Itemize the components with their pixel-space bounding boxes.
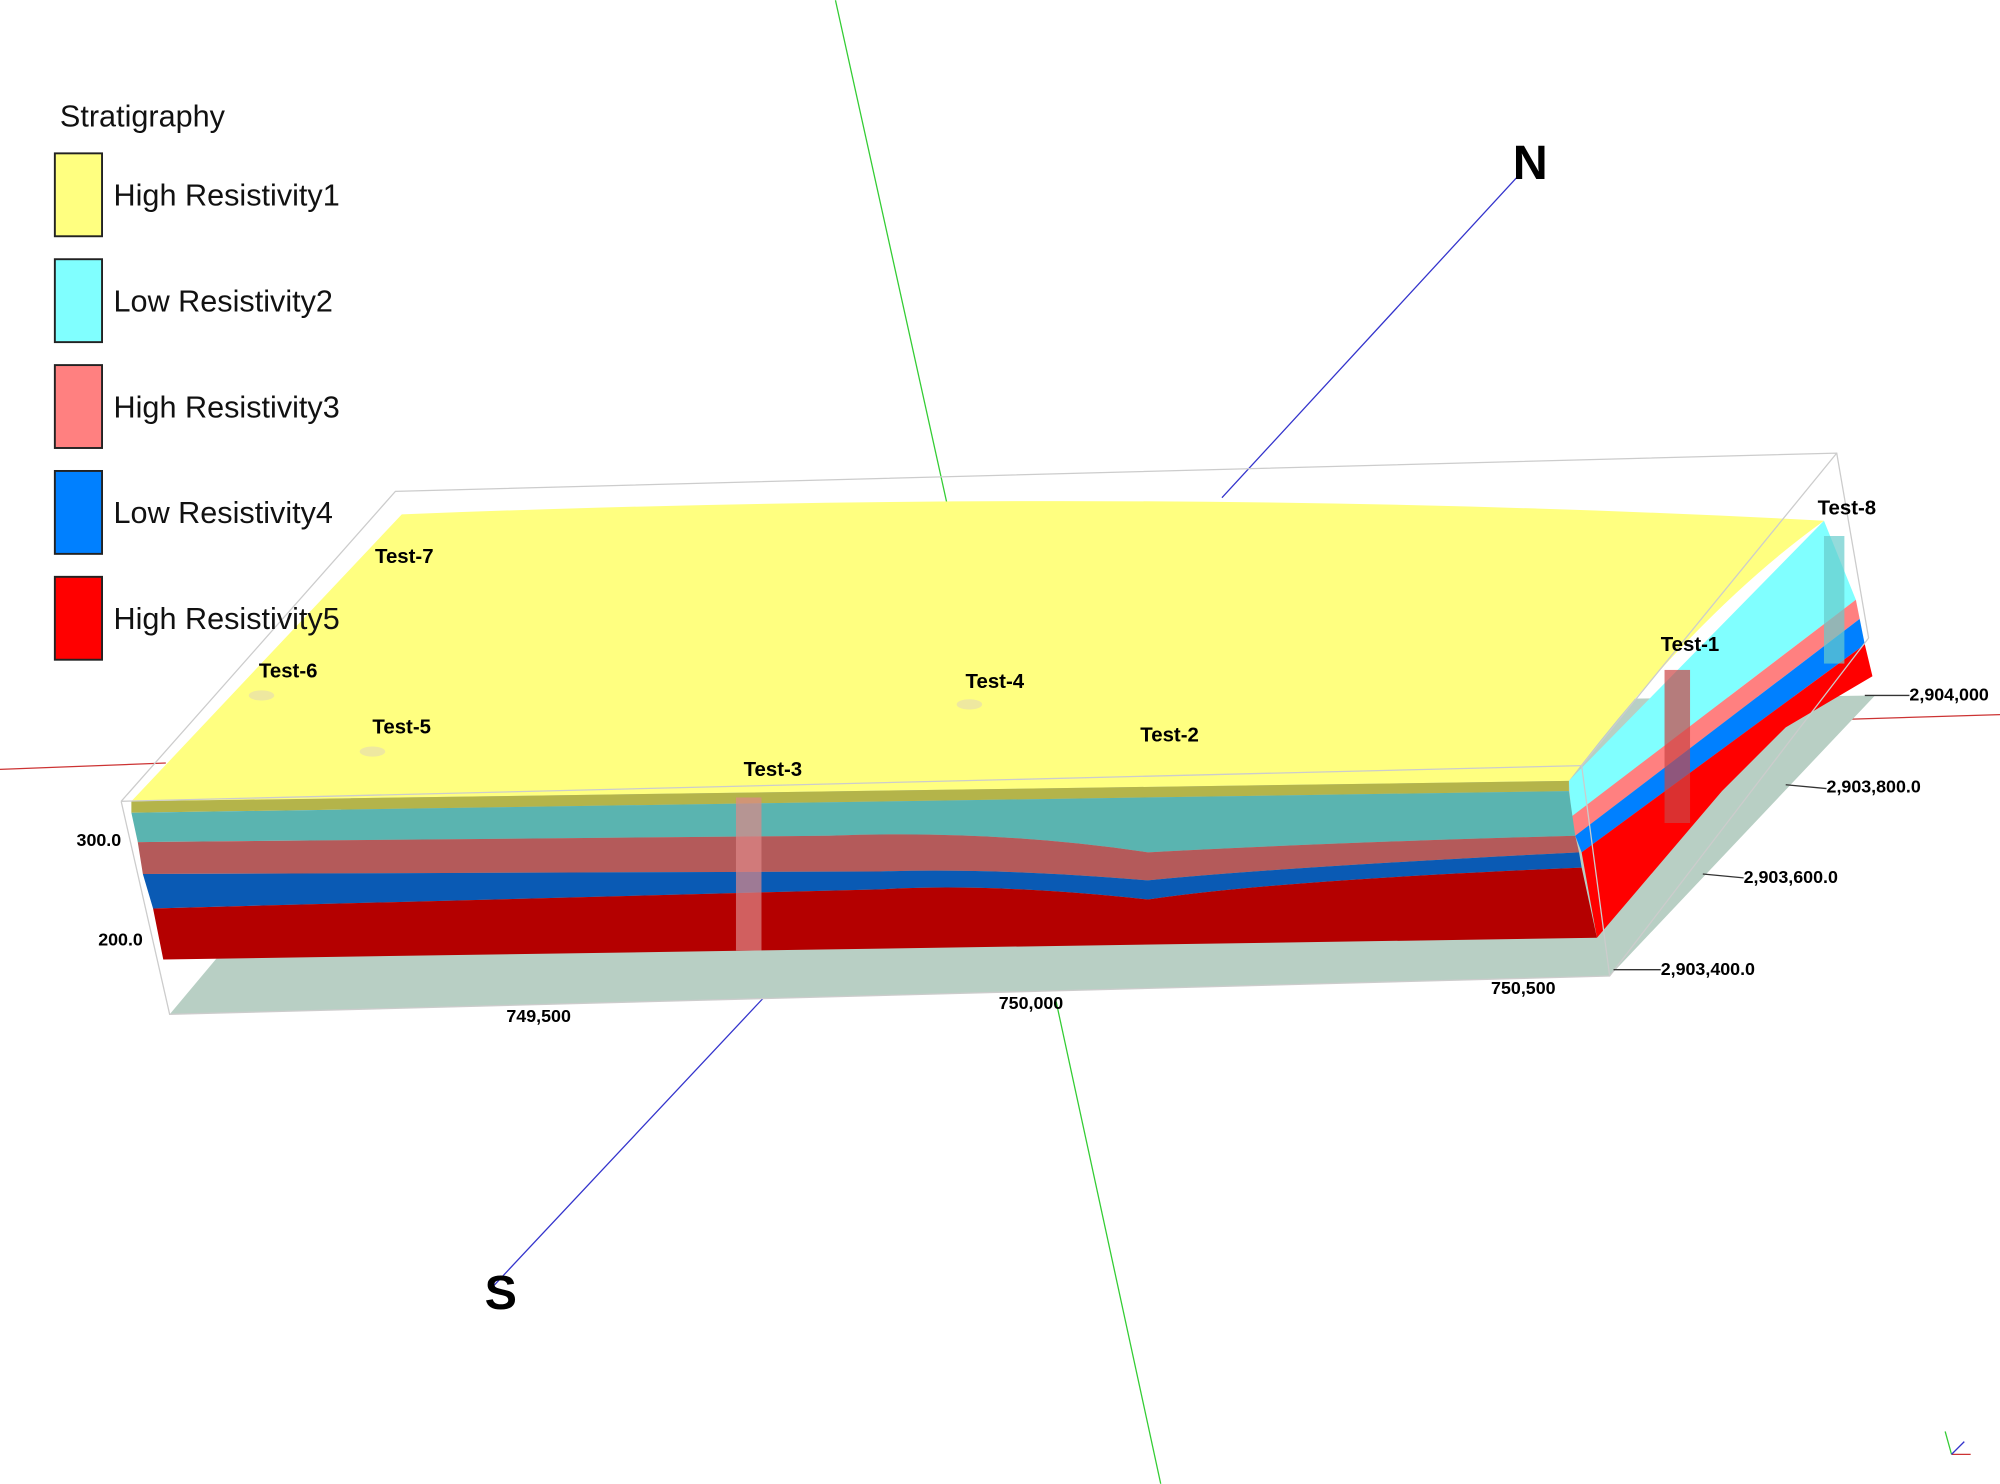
well-label: Test-7	[375, 546, 434, 568]
well-label: Test-6	[259, 661, 318, 683]
easting-label: 750,500	[1491, 978, 1556, 998]
legend-swatch	[53, 152, 103, 238]
well-label: Test-3	[744, 759, 803, 781]
elevation-label: 200.0	[98, 929, 143, 949]
legend-label: High Resistivity1	[114, 179, 340, 213]
compass-north: N	[1513, 136, 1548, 190]
vertical-axis	[1055, 1001, 1162, 1484]
bounding-box	[120, 452, 1870, 802]
legend-swatch	[53, 575, 103, 661]
right-face-layer	[1575, 618, 1865, 853]
legend-label: High Resistivity3	[114, 390, 340, 424]
well-label: Test-4	[966, 671, 1025, 693]
well-label: Test-1	[1661, 634, 1720, 656]
front-face-layer	[142, 852, 1582, 909]
bounding-box	[120, 637, 1870, 1015]
front-face-layer	[131, 791, 1576, 853]
tick-leaders	[1613, 694, 1910, 971]
well-label: Test-5	[372, 717, 431, 739]
well-top	[359, 746, 386, 757]
front-face-layer	[131, 780, 1569, 813]
easting-label: 749,500	[506, 1006, 571, 1026]
legend-label: Low Resistivity2	[114, 285, 333, 319]
well-label: Test-8	[1818, 497, 1877, 519]
legend-label: Low Resistivity4	[114, 496, 333, 530]
legend-label: High Resistivity5	[114, 602, 340, 636]
elevation-label: 300.0	[77, 830, 122, 850]
east-west-axis	[0, 762, 166, 771]
well-top	[956, 699, 983, 710]
northing-label: 2,904,000	[1909, 685, 1988, 705]
right-face-layer	[1571, 599, 1860, 836]
legend: High Resistivity1 Low Resistivity2 High Re…	[53, 152, 340, 661]
legend-swatch	[53, 469, 103, 555]
easting-label: 750,000	[999, 993, 1064, 1013]
axis-triad	[1944, 1431, 1971, 1456]
well	[1823, 536, 1845, 664]
bounding-box	[121, 764, 1582, 802]
bounding-box	[1581, 452, 1838, 767]
well	[735, 797, 762, 951]
northing-label: 2,903,400.0	[1661, 959, 1755, 979]
legend-swatch	[53, 364, 103, 449]
front-face-layer	[137, 834, 1580, 881]
bounding-box	[1581, 765, 1611, 977]
north-south-axis	[1221, 175, 1519, 499]
top-surface	[131, 501, 1824, 802]
well	[1664, 669, 1691, 823]
legend-swatch	[53, 258, 103, 344]
compass-south: S	[485, 1266, 517, 1320]
northing-label: 2,903,600.0	[1744, 867, 1838, 887]
well-label: Test-2	[1140, 724, 1199, 746]
legend-title: Stratigraphy	[60, 100, 226, 134]
northing-label: 2,903,800.0	[1827, 776, 1921, 796]
right-face-layer	[1568, 520, 1856, 817]
front-face-layer	[153, 867, 1597, 960]
right-face-layer	[1581, 644, 1873, 938]
well-top	[248, 690, 275, 701]
